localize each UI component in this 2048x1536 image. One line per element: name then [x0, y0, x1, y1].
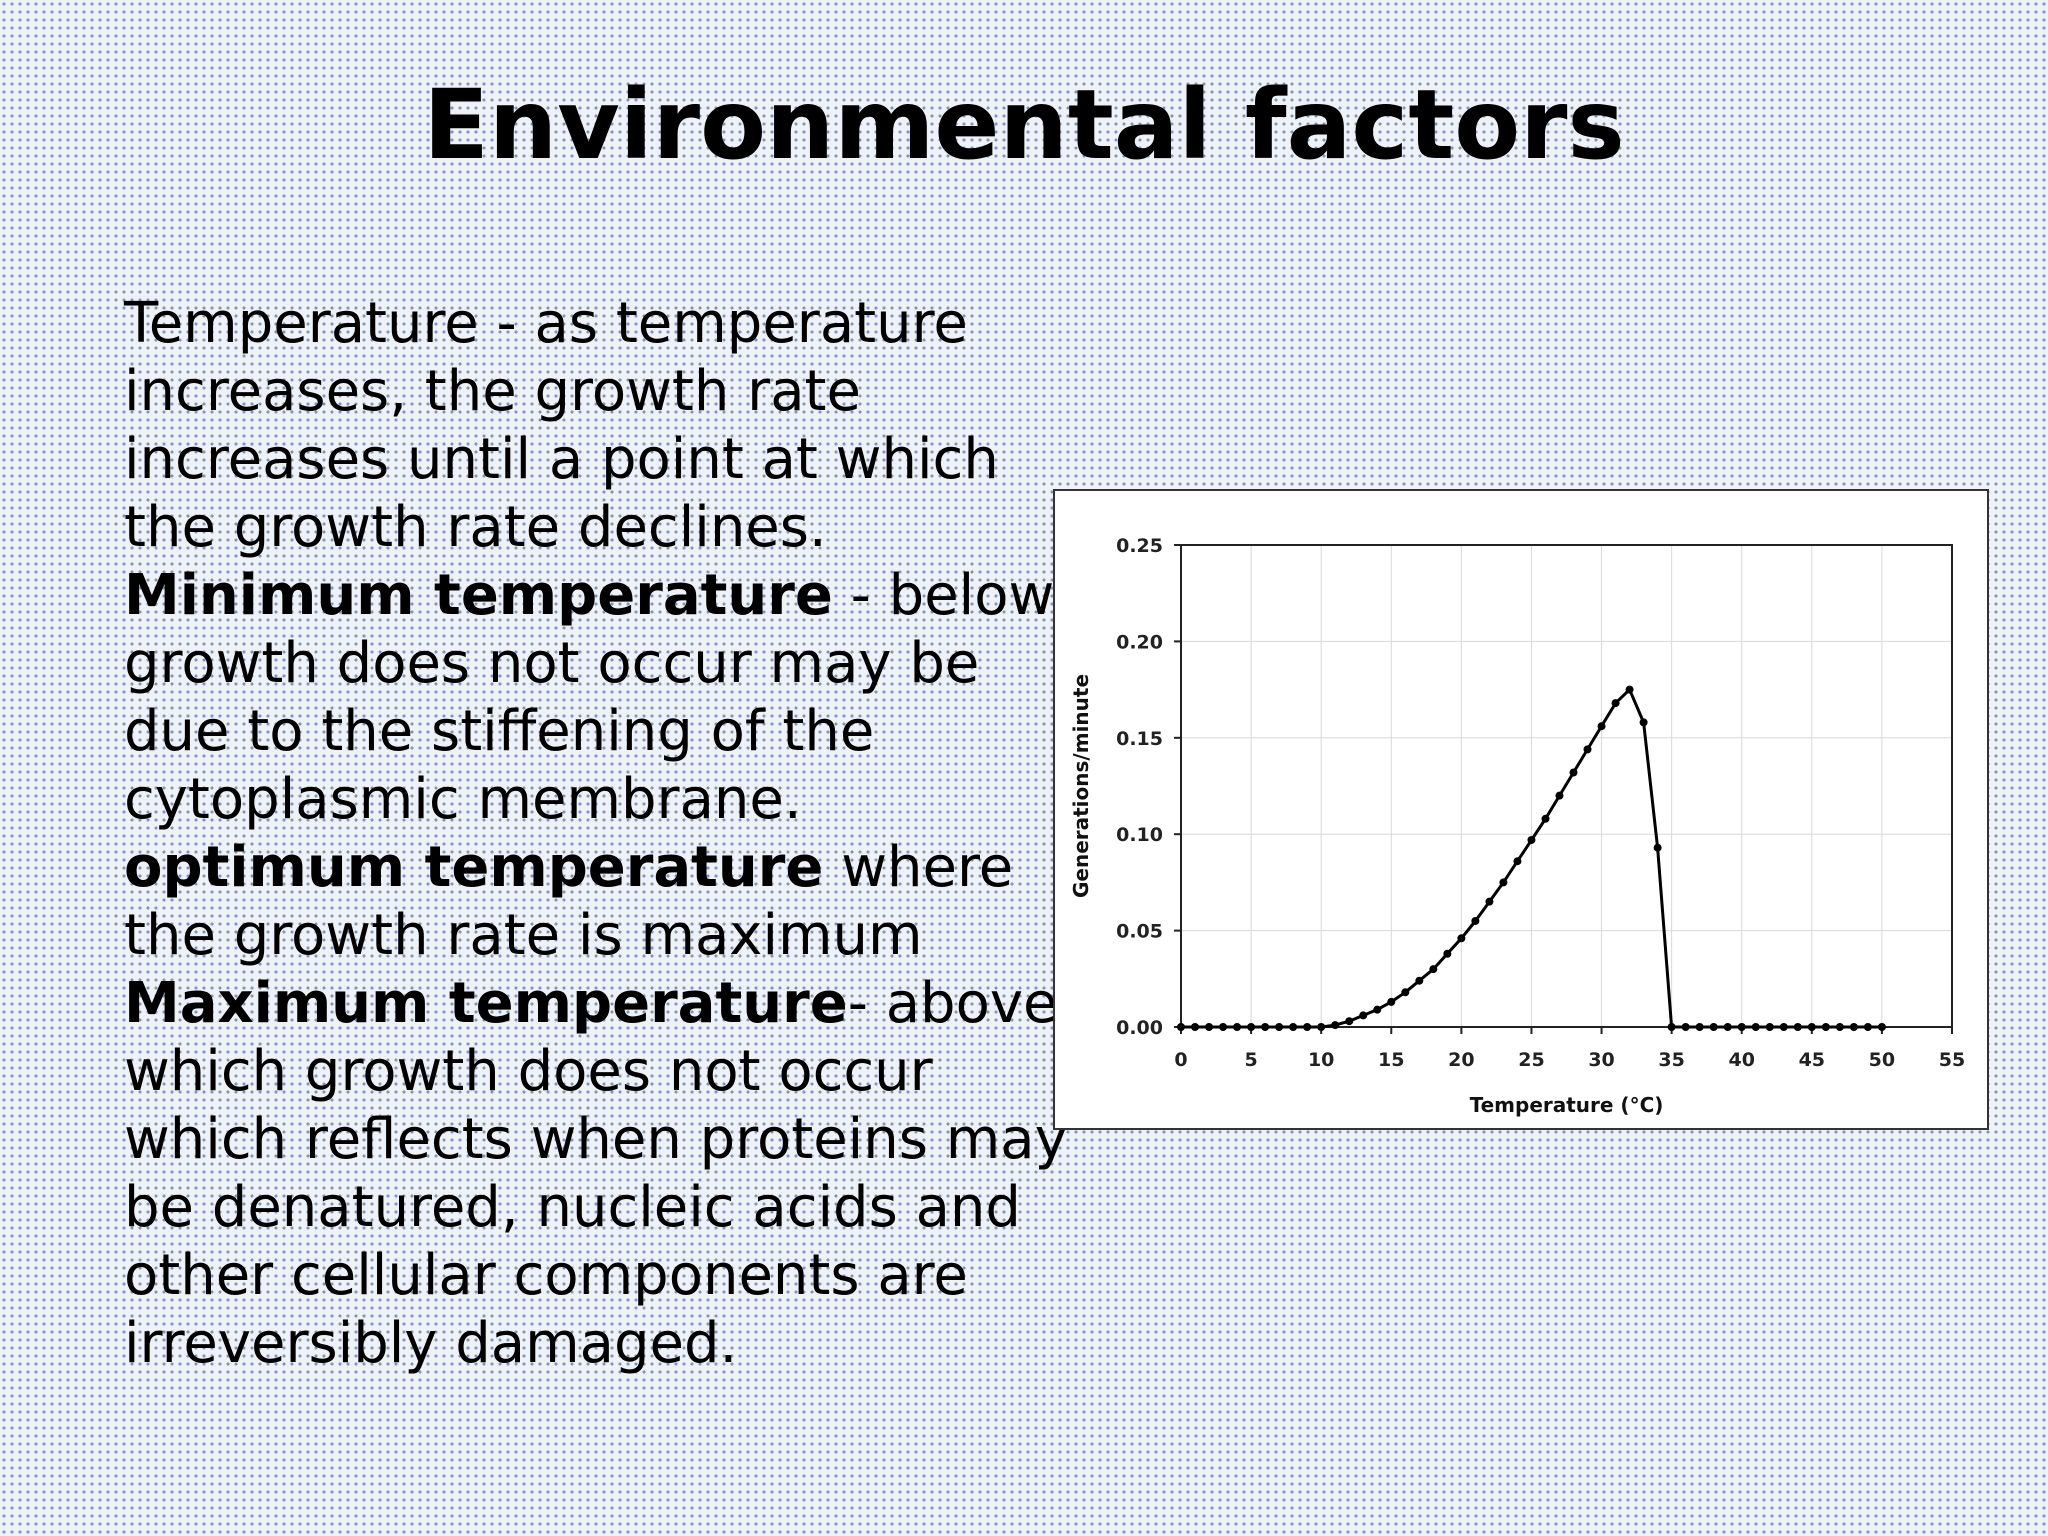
data-point: [1569, 768, 1578, 777]
paragraph-text: - above which growth does not occur whic…: [124, 971, 1068, 1376]
x-tick-label: 5: [1244, 1049, 1257, 1071]
x-axis-title: Temperature (°C): [1470, 1093, 1664, 1117]
data-point: [1835, 1023, 1844, 1031]
data-point: [1205, 1023, 1214, 1031]
data-point: [1191, 1023, 1200, 1031]
data-point: [1457, 934, 1466, 943]
data-point: [1667, 1023, 1676, 1031]
data-point: [1261, 1023, 1270, 1031]
x-tick-label: 20: [1448, 1049, 1474, 1071]
y-tick-label: 0.05: [1116, 921, 1163, 943]
y-tick-label: 0.10: [1116, 824, 1163, 846]
x-tick-label: 10: [1308, 1049, 1334, 1071]
x-tick-label: 0: [1174, 1049, 1187, 1071]
data-point: [1751, 1023, 1760, 1031]
x-tick-label: 15: [1378, 1049, 1404, 1071]
data-point: [1737, 1023, 1746, 1031]
data-point: [1471, 916, 1480, 925]
data-point: [1401, 988, 1410, 997]
data-point: [1639, 718, 1648, 727]
data-point: [1527, 835, 1536, 844]
x-tick-label: 55: [1939, 1049, 1965, 1071]
y-axis-title: Generations/minute: [1069, 674, 1093, 898]
data-point: [1499, 878, 1508, 887]
data-point: [1247, 1023, 1256, 1031]
paragraph-text: - below growth does not occur may be due…: [124, 563, 1055, 832]
data-point: [1611, 699, 1620, 708]
paragraph-minimum-temperature: Minimum temperature - below growth does …: [124, 562, 1084, 834]
data-point: [1359, 1011, 1368, 1020]
data-point: [1331, 1021, 1340, 1030]
data-point: [1723, 1023, 1732, 1031]
data-point: [1275, 1023, 1284, 1031]
paragraph-maximum-temperature: Maximum temperature- above which growth …: [124, 970, 1084, 1378]
x-tick-label: 30: [1588, 1049, 1614, 1071]
data-point: [1303, 1023, 1312, 1031]
data-point: [1653, 843, 1662, 852]
chart-svg: 0 5 10 15 20 25 30 35 40 45 50 55 0.00 0.05 0.10 0.15 0.…: [1069, 535, 1965, 1117]
data-point: [1849, 1023, 1858, 1031]
data-point: [1793, 1023, 1802, 1031]
data-point: [1597, 722, 1606, 731]
data-point: [1219, 1023, 1228, 1031]
paragraph-text: where the growth rate is maximum: [124, 835, 1014, 968]
data-point: [1513, 857, 1522, 866]
y-tick-label: 0.20: [1116, 631, 1163, 653]
data-point: [1709, 1023, 1718, 1031]
paragraph-optimum-temperature: optimum temperature where the growth rat…: [124, 834, 1084, 970]
x-tick-label: 50: [1869, 1049, 1895, 1071]
paragraph-temperature: Temperature - as temperature increases, …: [124, 290, 1084, 562]
data-point: [1779, 1023, 1788, 1031]
data-point: [1345, 1017, 1354, 1026]
data-point: [1863, 1023, 1872, 1031]
paragraph-text: Temperature - as temperature increases, …: [124, 291, 999, 560]
slide-title: Environmental factors: [423, 69, 1625, 181]
data-point: [1429, 965, 1438, 974]
data-point: [1387, 997, 1396, 1006]
data-point: [1373, 1005, 1382, 1014]
data-point: [1821, 1023, 1830, 1031]
data-point: [1765, 1023, 1774, 1031]
data-point: [1541, 814, 1550, 823]
data-point: [1177, 1023, 1185, 1031]
y-tick-label: 0.00: [1116, 1017, 1163, 1039]
data-point: [1681, 1023, 1690, 1031]
data-point: [1807, 1023, 1816, 1031]
plot-area-border: [1180, 544, 1953, 1028]
slide-body-text: Temperature - as temperature increases, …: [124, 290, 1084, 1378]
x-tick-label: 25: [1518, 1049, 1544, 1071]
data-point: [1583, 745, 1592, 754]
growth-rate-chart: 0 5 10 15 20 25 30 35 40 45 50 55 0.00 0.05 0.10 0.15 0.…: [1053, 489, 1989, 1130]
data-point: [1485, 897, 1494, 906]
data-point: [1555, 791, 1564, 800]
data-point: [1317, 1023, 1326, 1031]
data-point: [1233, 1023, 1242, 1031]
paragraph-lead: Maximum temperature: [124, 971, 848, 1036]
data-point: [1415, 976, 1424, 985]
data-point: [1625, 685, 1634, 694]
data-point: [1695, 1023, 1704, 1031]
x-tick-label: 35: [1658, 1049, 1684, 1071]
y-tick-label: 0.15: [1116, 728, 1163, 750]
paragraph-lead: optimum temperature: [124, 835, 824, 900]
x-tick-label: 40: [1729, 1049, 1755, 1071]
data-point: [1289, 1023, 1298, 1031]
y-tick-label: 0.25: [1116, 535, 1163, 557]
x-tick-label: 45: [1799, 1049, 1825, 1071]
data-point: [1443, 949, 1452, 958]
data-point: [1877, 1023, 1886, 1031]
paragraph-lead: Minimum temperature: [124, 563, 833, 628]
